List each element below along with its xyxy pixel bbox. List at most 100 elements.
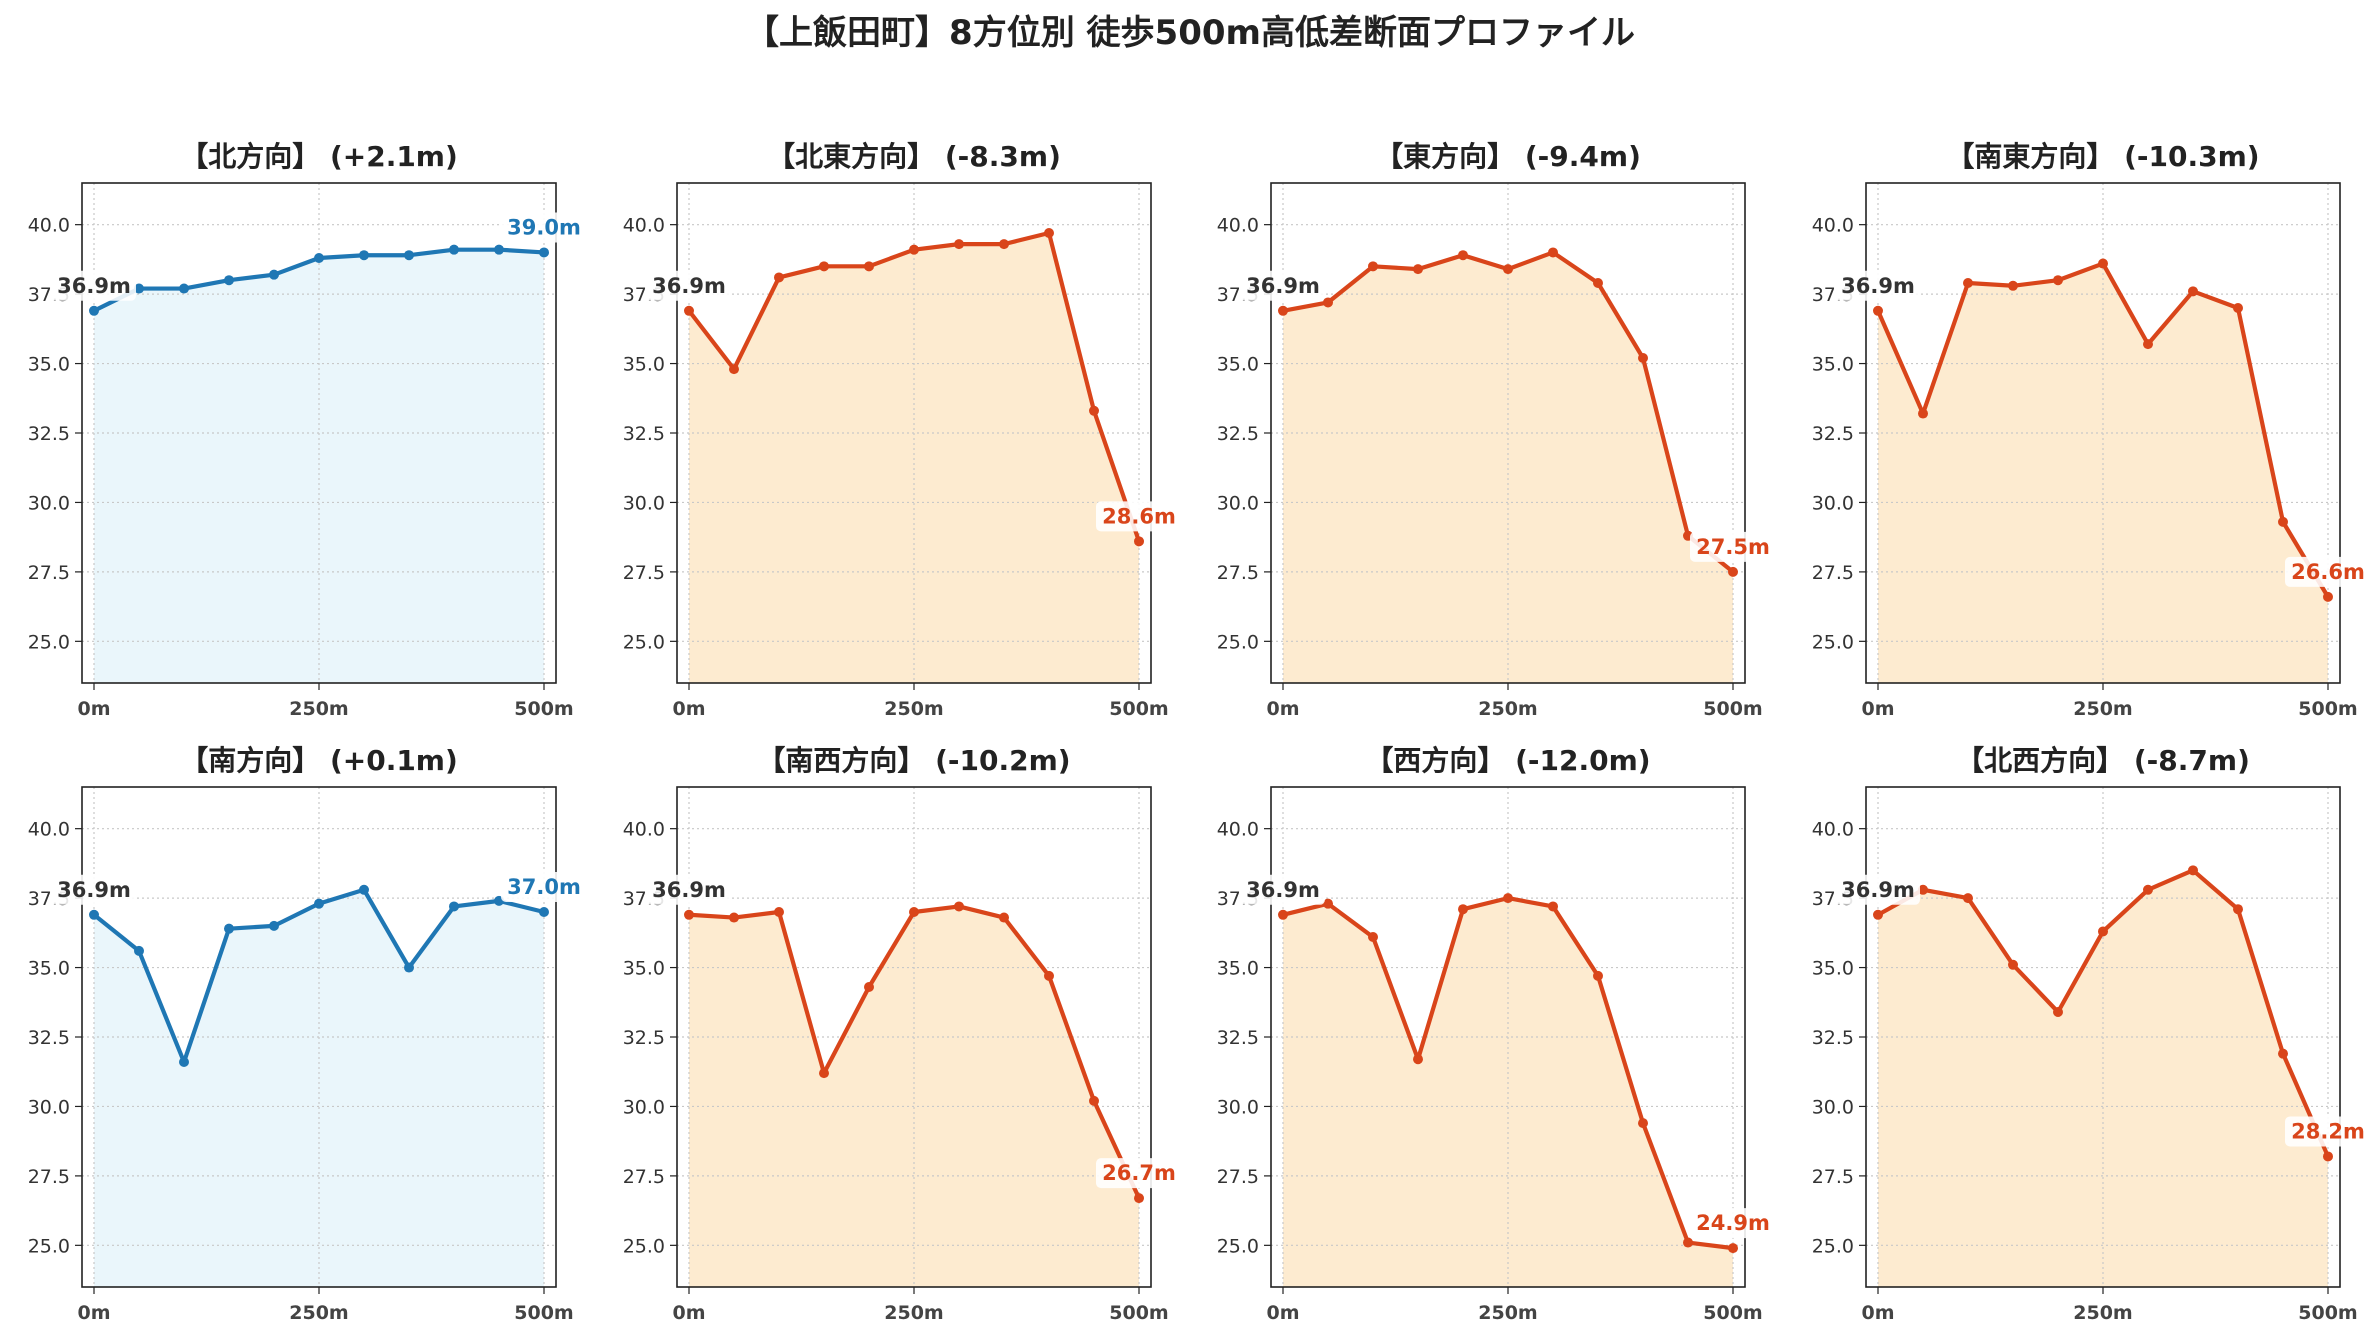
data-point [1323,898,1333,909]
data-point [1873,305,1883,316]
panel-5: 【南西方向】 (-10.2m)25.027.530.032.535.037.54… [623,744,1182,1324]
start-elevation-label: 36.9m [1246,274,1320,298]
data-point [224,275,234,286]
start-elevation-label: 36.9m [57,878,131,902]
data-point [1278,909,1288,920]
x-tick-label: 250m [1478,1302,1537,1324]
y-tick-label: 30.0 [1217,492,1259,514]
panel-3: 【南東方向】 (-10.3m)25.027.530.032.535.037.54… [1812,140,2371,720]
start-label-bg [645,270,731,301]
data-point [1278,305,1288,316]
data-point [539,247,549,258]
data-point [684,909,694,920]
data-point [1728,1243,1738,1254]
y-tick-label: 30.0 [623,1096,665,1118]
data-point [1134,1193,1144,1204]
data-point [1044,228,1054,238]
data-point [2323,591,2333,602]
axes-frame [1270,182,1746,684]
data-point [1503,893,1513,904]
y-tick-label: 27.5 [1812,1166,1854,1188]
end-label-bg [1690,531,1776,562]
x-tick-label: 500m [1703,698,1762,720]
end-label-bg [2285,1116,2371,1147]
data-point [774,907,784,917]
panel-1: 【北東方向】 (-8.3m)25.027.530.032.535.037.540… [623,140,1182,720]
y-tick-label: 25.0 [1812,631,1854,653]
start-label-bg [1239,874,1325,905]
data-point [1873,909,1883,920]
data-point [684,305,694,316]
data-point [1683,1237,1693,1248]
y-tick-label: 30.0 [1812,492,1854,514]
y-tick-label: 40.0 [1217,215,1259,237]
x-tick-label: 250m [2073,698,2132,720]
data-point [404,962,414,973]
data-point [314,898,324,909]
start-elevation-label: 36.9m [1841,274,1915,298]
data-point [449,244,459,255]
y-tick-label: 35.0 [1217,354,1259,376]
data-point [909,907,919,917]
x-tick-label: 0m [1861,1302,1894,1324]
y-tick-label: 27.5 [623,1166,665,1188]
x-tick-label: 250m [1478,698,1537,720]
data-point [1963,278,1973,288]
panel-4: 【南方向】 (+0.1m)25.027.530.032.535.037.540.… [28,744,587,1324]
data-point [179,283,189,294]
data-point [864,261,874,272]
y-tick-label: 30.0 [28,492,70,514]
y-tick-label: 40.0 [623,819,665,841]
data-point [1044,970,1054,981]
y-tick-label: 25.0 [1217,631,1259,653]
data-point [2278,516,2288,527]
data-point [2233,303,2243,313]
end-elevation-label: 28.2m [2291,1119,2365,1143]
axes-frame [1865,786,2341,1288]
panel-title: 【西方向】 (-12.0m) [1365,744,1650,777]
data-point [2098,258,2108,269]
y-tick-label: 32.5 [623,423,665,445]
data-point [1593,278,1603,288]
data-point [1413,1054,1423,1065]
x-tick-label: 250m [289,698,348,720]
end-elevation-label: 39.0m [507,215,581,239]
data-point [134,283,144,294]
end-elevation-label: 37.0m [507,875,581,899]
y-tick-label: 40.0 [28,215,70,237]
data-point [2008,959,2018,970]
end-elevation-label: 24.9m [1696,1211,1770,1235]
y-tick-label: 27.5 [28,1166,70,1188]
panel-6: 【西方向】 (-12.0m)25.027.530.032.535.037.540… [1217,744,1776,1324]
data-point [729,912,739,923]
start-label-bg [1834,874,1920,905]
data-point [134,945,144,956]
x-tick-label: 250m [2073,1302,2132,1324]
y-tick-label: 27.5 [1812,562,1854,584]
end-label-bg [1690,1208,1776,1239]
y-tick-label: 35.0 [28,354,70,376]
data-point [729,364,739,375]
axes-frame [81,182,557,684]
data-point [1638,1118,1648,1129]
x-tick-label: 500m [1109,698,1168,720]
y-tick-label: 27.5 [1217,1166,1259,1188]
panel-title: 【東方向】 (-9.4m) [1375,140,1641,173]
y-tick-label: 40.0 [1812,215,1854,237]
data-point [999,912,1009,923]
axes-frame [1865,182,2341,684]
data-point [1134,536,1144,547]
y-tick-label: 32.5 [623,1027,665,1049]
y-tick-label: 27.5 [28,562,70,584]
y-tick-label: 25.0 [1812,1235,1854,1257]
data-point [1503,264,1513,275]
y-tick-label: 30.0 [1812,1096,1854,1118]
data-point [2188,865,2198,876]
y-tick-label: 35.0 [1812,354,1854,376]
panel-title: 【北西方向】 (-8.7m) [1956,744,2250,777]
figure-title: 【上飯田町】8方位別 徒歩500m高低差断面プロファイル [745,13,1635,53]
data-point [1458,904,1468,915]
data-point [1089,405,1099,416]
data-point [269,269,279,280]
y-tick-label: 27.5 [623,562,665,584]
